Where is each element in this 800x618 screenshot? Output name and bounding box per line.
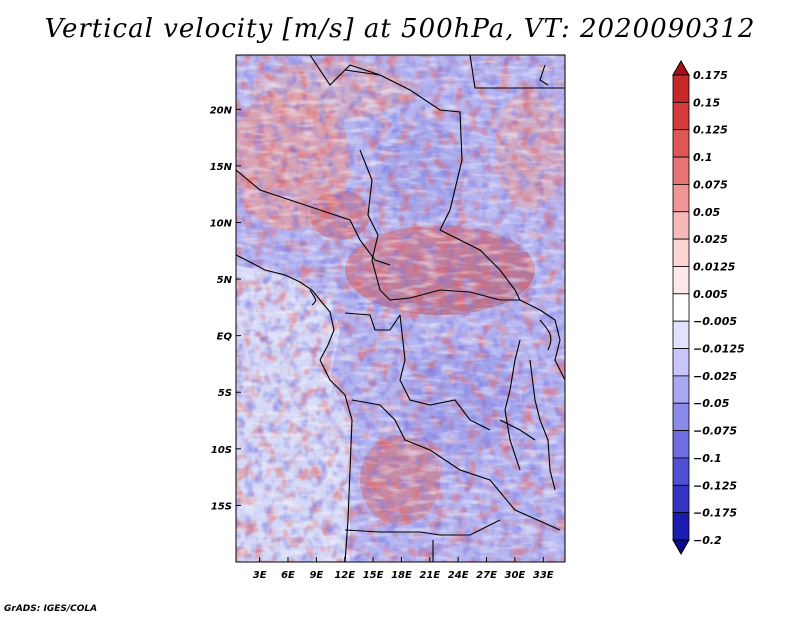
lon-label: 18E <box>391 570 412 581</box>
colorbar-label: −0.075 <box>693 425 737 438</box>
lat-label: 10S <box>211 445 232 456</box>
lon-label: 21E <box>419 570 440 581</box>
colorbar-label: 0.1 <box>693 151 713 164</box>
colorbar-swatch <box>672 266 690 295</box>
colorbar-bottom-arrow <box>672 539 690 556</box>
colorbar-swatch <box>672 238 690 267</box>
colorbar-top-arrow <box>672 59 690 76</box>
colorbar-label: 0.005 <box>693 288 728 301</box>
colorbar-swatch <box>672 101 690 131</box>
colorbar-label: 0.0125 <box>693 260 736 273</box>
lat-label: 5N <box>217 275 233 286</box>
latitude-axis: 20N 15N 10N 5N EQ 5S 10S 15S <box>210 105 241 512</box>
lon-label: 6E <box>281 570 295 581</box>
lon-label: 12E <box>334 570 355 581</box>
lon-label: 9E <box>309 570 323 581</box>
lon-label: 3E <box>253 570 267 581</box>
colorbar-label: −0.0125 <box>693 343 745 356</box>
lon-label: 33E <box>533 570 554 581</box>
colorbar-swatch <box>672 184 690 213</box>
colorbar-label: 0.15 <box>693 96 720 109</box>
lon-label: 30E <box>505 570 526 581</box>
colorbar-swatch <box>672 348 690 377</box>
lat-label: 15S <box>211 501 232 512</box>
lon-label: 27E <box>476 570 497 581</box>
colorbar-label: 0.025 <box>693 233 728 246</box>
colorbar-label: −0.1 <box>693 452 722 465</box>
colorbar-label: −0.125 <box>693 479 737 492</box>
colorbar-swatch <box>672 211 690 240</box>
map-title: Vertical velocity [m/s] at 500hPa, VT: 2… <box>44 14 756 44</box>
colorbar-label: 0.075 <box>693 178 728 191</box>
map-frame <box>235 54 566 563</box>
colorbar-label: −0.2 <box>693 534 722 547</box>
colorbar-swatch <box>672 74 690 103</box>
colorbar-swatch <box>672 293 690 322</box>
lat-label: 20N <box>210 105 233 116</box>
lon-label: 24E <box>448 570 469 581</box>
lat-label: 5S <box>218 388 232 399</box>
colorbar-label: −0.025 <box>693 370 737 383</box>
colorbar-swatch <box>672 375 690 404</box>
longitude-axis: 3E 6E 9E 12E 15E 18E 21E 24E 27E 30E 33E <box>253 557 554 581</box>
colorbar-swatch <box>672 484 690 514</box>
lat-label: 15N <box>210 162 233 173</box>
colorbar-label: −0.005 <box>693 315 737 328</box>
country-borders <box>236 55 565 562</box>
colorbar-label: 0.05 <box>693 206 720 219</box>
colorbar-label: 0.125 <box>693 124 728 137</box>
lat-label: EQ <box>217 332 233 343</box>
colorbar-label: −0.05 <box>693 397 730 410</box>
colorbar-swatch <box>672 129 690 158</box>
colorbar-swatch <box>672 320 690 349</box>
colorbar: 0.175 0.15 0.125 0.1 0.075 0.05 0.025 0.0125 0.0… <box>672 59 745 556</box>
credit-text: GrADS: IGES/COLA <box>4 604 98 614</box>
colorbar-label: 0.175 <box>693 69 728 82</box>
colorbar-swatch <box>672 512 690 541</box>
colorbar-swatch <box>672 430 690 459</box>
lat-label: 10N <box>210 218 233 229</box>
colorbar-swatch <box>672 156 690 185</box>
colorbar-label: −0.175 <box>693 507 737 520</box>
colorbar-swatch <box>672 457 690 486</box>
velocity-map: 20N 15N 10N 5N EQ 5S 10S 15S 3E 6E 9E 12E 15E 18E 21E… <box>210 54 745 581</box>
lon-label: 15E <box>363 570 384 581</box>
colorbar-swatch <box>672 402 690 431</box>
velocity-field <box>236 55 565 562</box>
